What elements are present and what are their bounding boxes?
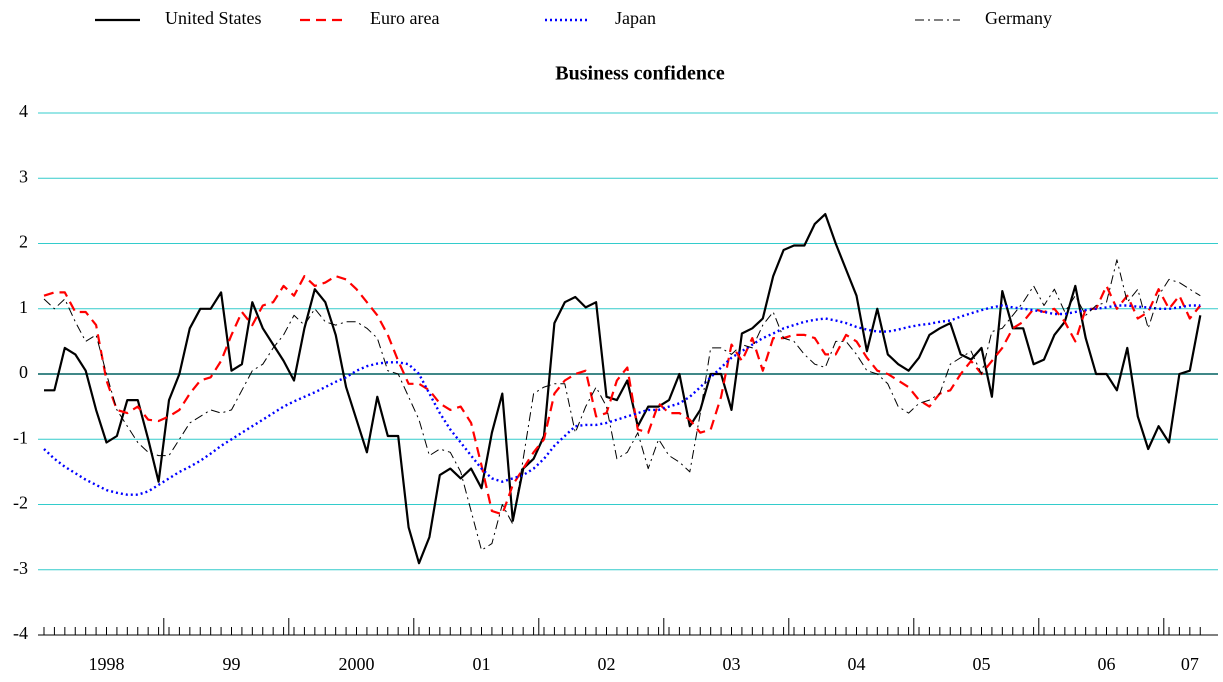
series-line <box>43 259 1201 551</box>
x-tick-label: 04 <box>848 654 866 674</box>
legend-label: Germany <box>985 8 1052 28</box>
chart-title: Business confidence <box>555 63 725 85</box>
series-line <box>43 304 1201 496</box>
x-tick-label: 99 <box>223 654 241 674</box>
x-tick-label: 03 <box>723 654 741 674</box>
series-line <box>44 213 1202 565</box>
x-tick-label: 2000 <box>339 654 375 674</box>
y-tick-label: 1 <box>19 297 28 317</box>
legend-label: Japan <box>615 8 656 28</box>
y-tick-label: -2 <box>13 493 28 513</box>
y-tick-label: -3 <box>13 558 28 578</box>
legend-label: United States <box>165 8 262 28</box>
y-tick-label: 4 <box>19 101 28 121</box>
y-tick-label: -4 <box>13 623 28 643</box>
x-tick-label: 05 <box>973 654 991 674</box>
series-line <box>43 275 1202 516</box>
y-tick-label: 2 <box>19 232 28 252</box>
x-tick-label: 02 <box>598 654 616 674</box>
legend-label: Euro area <box>370 8 439 28</box>
x-tick-label: 1998 <box>89 654 125 674</box>
y-tick-label: 3 <box>19 166 28 186</box>
x-tick-label: 06 <box>1098 654 1116 674</box>
x-tick-label: 07 <box>1181 654 1199 674</box>
y-tick-label: 0 <box>19 362 28 382</box>
y-tick-label: -1 <box>13 427 28 447</box>
x-tick-label: 01 <box>473 654 491 674</box>
